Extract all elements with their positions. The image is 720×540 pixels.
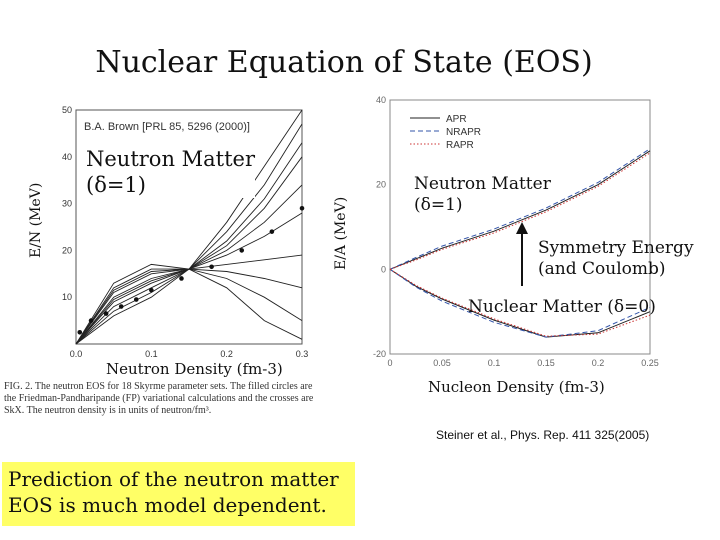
right-chart-panel: 0 0.05 0.1 0.15 0.2 0.25 -20 0 20 40 APR NRAPR RAPR [362, 92, 662, 370]
right-x-tick-label: 0.2 [592, 358, 605, 368]
right-x-tick-label: 0.15 [537, 358, 555, 368]
right-series-line-rapr [389, 268, 651, 337]
left-x-tick-label: 0.2 [220, 349, 233, 359]
right-y-tick-label: 0 [381, 264, 386, 274]
fp-point [239, 248, 245, 253]
right-y-tick-label: 40 [376, 95, 386, 105]
left-chart: 0.0 0.1 0.2 0.3 10 20 30 40 50 B.A. Brown [PRL 8… [62, 96, 324, 368]
left-fp-points [77, 205, 305, 335]
left-y-tick-label: 50 [62, 105, 72, 115]
legend-label: NRAPR [446, 127, 481, 138]
right-x-tick-label: 0.1 [488, 358, 501, 368]
right-plot-frame [389, 99, 651, 355]
right-y-tick-label: -20 [373, 349, 386, 359]
right-x-axis-label: Nucleon Density (fm-3) [428, 378, 605, 396]
fp-point [179, 276, 184, 281]
left-x-axis-label: Neutron Density (fm-3) [106, 360, 283, 378]
right-legend: APR NRAPR RAPR [410, 114, 481, 151]
right-neutron-delta: (δ=1) [414, 195, 463, 215]
fp-point [299, 205, 305, 211]
left-x-tick-label: 0.0 [70, 349, 83, 359]
left-y-tick-label: 10 [62, 292, 72, 302]
right-series-line-rapr [389, 152, 651, 270]
right-series-line-nrapr [389, 148, 651, 270]
right-series-line-apr [389, 150, 651, 270]
left-annotation-title: Neutron Matter [86, 147, 256, 171]
fp-point [77, 330, 83, 335]
legend-label: RAPR [446, 140, 474, 151]
fp-point [118, 304, 124, 309]
reference: Steiner et al., Phys. Rep. 411 325(2005) [436, 428, 650, 442]
left-plot-frame [75, 109, 303, 345]
slide-title: Nuclear Equation of State (EOS) [95, 45, 593, 80]
symmetry-annotation: Symmetry Energy (and Coulomb) [538, 238, 694, 280]
left-x-tick-label: 0.3 [296, 349, 309, 359]
left-y-tick-label: 40 [62, 152, 72, 162]
left-source-label: B.A. Brown [PRL 85, 5296 (2000)] [84, 121, 250, 133]
right-y-axis-label: E/A (MeV) [333, 196, 349, 270]
right-series-line-apr [389, 268, 651, 338]
left-series-line [75, 109, 303, 345]
symmetry-arrow [516, 222, 528, 286]
right-x-tick-label: 0 [387, 358, 392, 368]
fp-point [133, 297, 139, 302]
right-x-tick-label: 0.05 [433, 358, 451, 368]
figure-caption: FIG. 2. The neutron EOS for 18 Skyrme pa… [4, 381, 314, 416]
symmetry-line1: Symmetry Energy [538, 238, 694, 258]
legend-label: APR [446, 114, 467, 125]
nuclear-matter-annotation: Nuclear Matter (δ=0) [468, 297, 656, 317]
left-annotation-delta: (δ=1) [86, 173, 146, 197]
left-chart-panel: 0.0 0.1 0.2 0.3 10 20 30 40 50 B.A. Brown [PRL 8… [62, 96, 324, 368]
symmetry-line2: (and Coulomb) [538, 259, 666, 279]
left-series-lines [75, 109, 303, 345]
fp-point [209, 264, 214, 270]
right-neutron-annotation: Neutron Matter (δ=1) [414, 174, 551, 216]
left-ticks: 0.0 0.1 0.2 0.3 10 20 30 40 50 [62, 105, 308, 359]
left-y-tick-label: 20 [62, 245, 72, 255]
left-annotation: Neutron Matter (δ=1) [86, 146, 256, 198]
left-x-axis-label-text: Neutron Density (fm-3) [106, 360, 283, 378]
left-y-axis-label: E/N (MeV) [28, 182, 44, 258]
right-y-tick-label: 20 [376, 180, 386, 190]
fp-point [103, 311, 109, 316]
left-x-tick-label: 0.1 [145, 349, 158, 359]
right-x-tick-label: 0.25 [641, 358, 659, 368]
right-series-lines [389, 148, 651, 338]
right-neutron-title: Neutron Matter [414, 174, 551, 194]
fp-point [269, 229, 275, 234]
highlight-box: Prediction of the neutron matter EOS is … [2, 462, 355, 526]
fp-point [149, 287, 154, 293]
left-y-tick-label: 30 [62, 199, 72, 209]
fp-point [88, 318, 94, 323]
